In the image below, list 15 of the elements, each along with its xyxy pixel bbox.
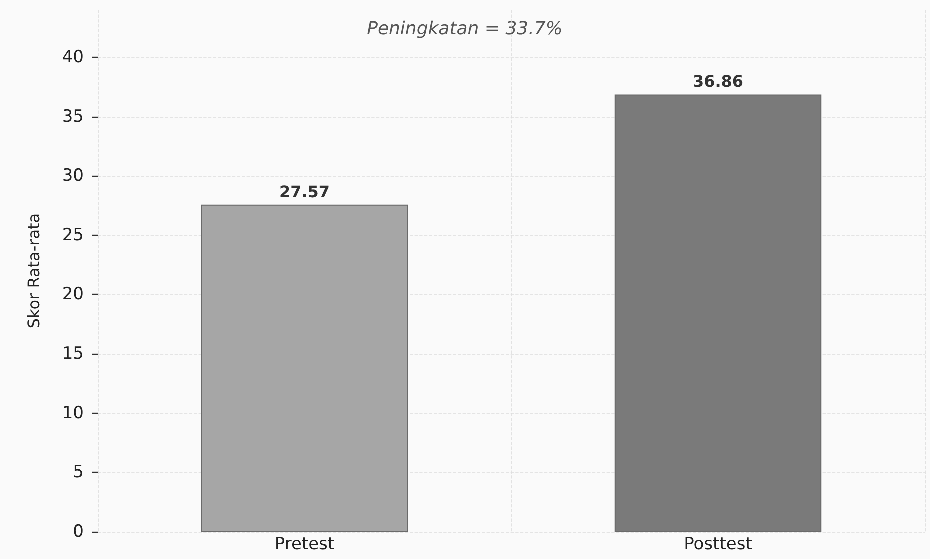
annotation: Peningkatan = 33.7% <box>367 18 563 40</box>
y-tick-label: 40 <box>62 47 84 68</box>
data-label: 27.57 <box>279 182 330 202</box>
y-tick-label: 0 <box>73 522 84 542</box>
y-tick-label: 5 <box>73 462 84 483</box>
y-tick-label: 10 <box>62 403 84 424</box>
x-tick-label: Pretest <box>274 534 335 554</box>
y-tick-label: 25 <box>62 225 84 246</box>
x-tick-label: Posttest <box>684 534 753 554</box>
y-tick-label: 20 <box>62 284 84 305</box>
y-tick-label: 35 <box>62 106 84 127</box>
y-tick-label: 15 <box>62 344 84 364</box>
y-axis-title: Skor Rata-rata <box>24 213 44 329</box>
y-tick-label: 30 <box>62 166 84 186</box>
data-label: 36.86 <box>692 72 744 92</box>
